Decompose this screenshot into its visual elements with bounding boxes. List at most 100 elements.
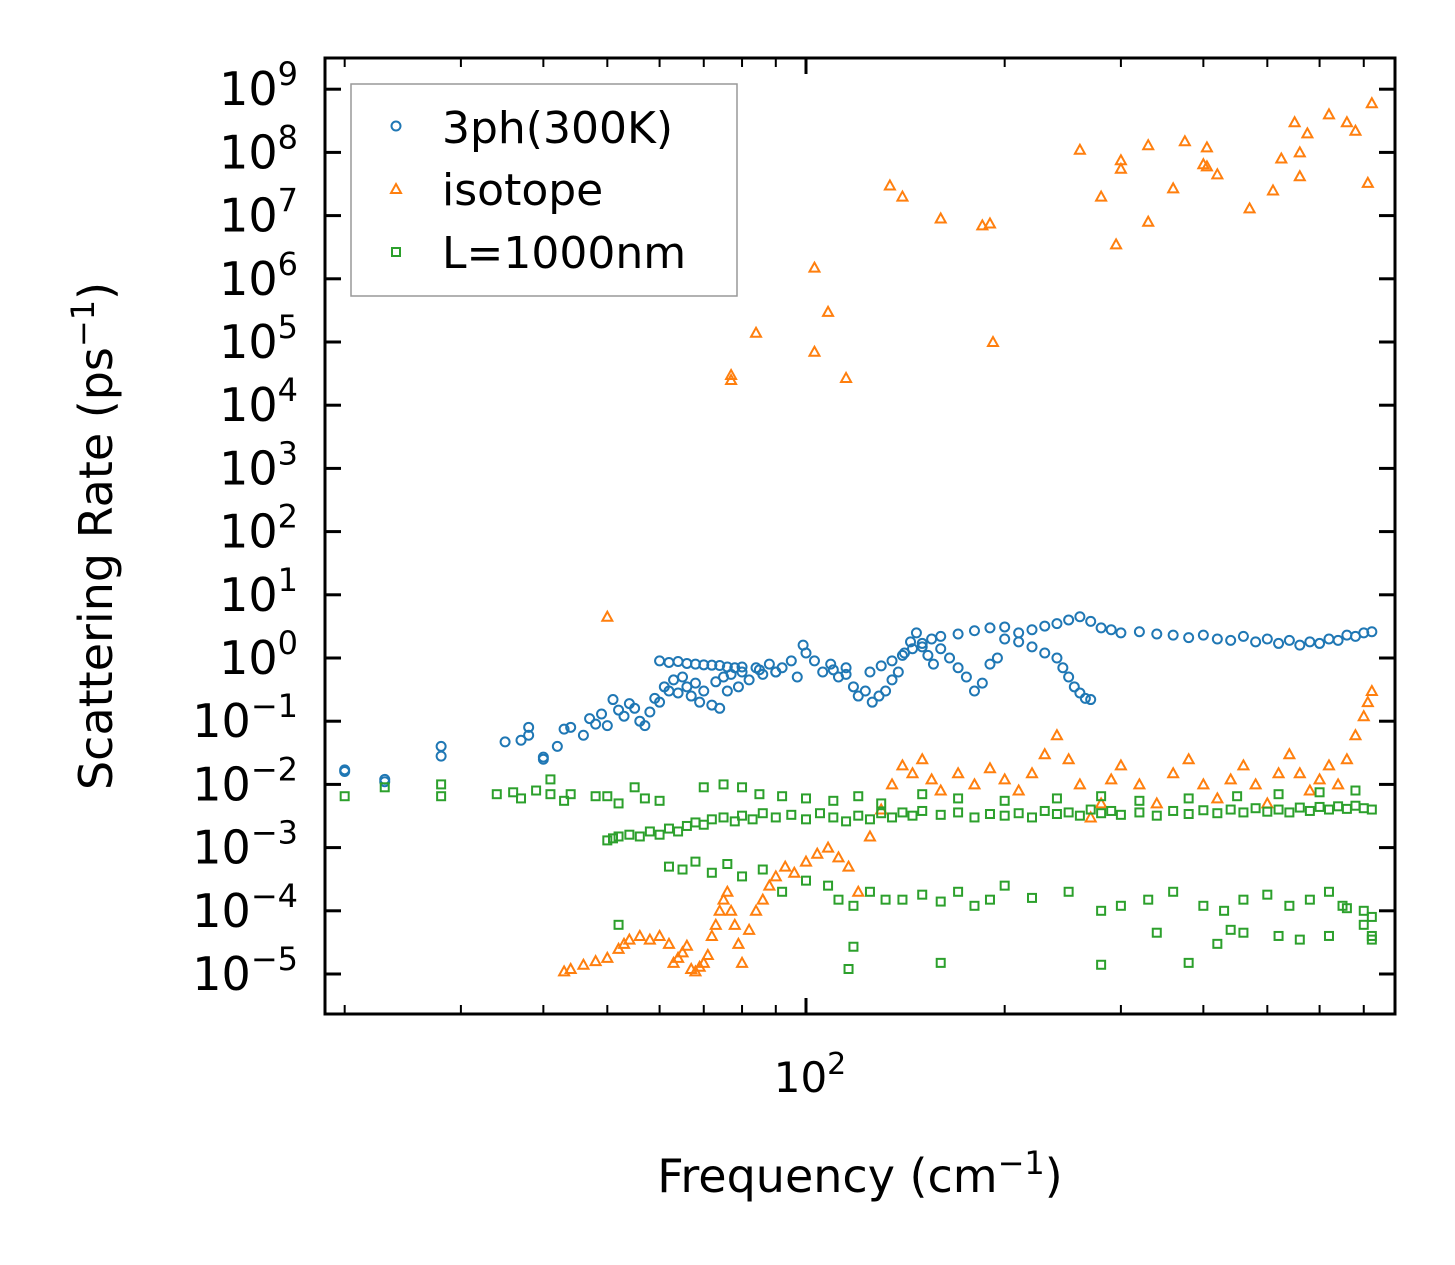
- data-point-isotope: [1200, 140, 1214, 153]
- data-point-isotope: [1011, 783, 1026, 796]
- data-point-l1000nm: [1026, 892, 1037, 903]
- data-point-isotope: [841, 859, 856, 872]
- data-point-isotope: [742, 922, 756, 935]
- plot-frame: [323, 56, 1397, 1016]
- data-point-isotope: [1287, 115, 1302, 128]
- data-point-3ph: [892, 666, 904, 678]
- data-point-l1000nm: [1051, 793, 1062, 804]
- data-point-l1000nm: [907, 810, 918, 821]
- data-point-isotope: [600, 950, 615, 963]
- data-point-isotope: [588, 954, 603, 967]
- data-point-isotope: [1061, 752, 1076, 765]
- data-point-l1000nm: [1096, 905, 1107, 916]
- data-point-3ph: [896, 649, 908, 661]
- data-point-l1000nm: [999, 880, 1010, 891]
- data-point-isotope: [762, 878, 777, 891]
- data-point-3ph: [1237, 630, 1249, 642]
- data-point-l1000nm: [880, 894, 891, 905]
- data-point-l1000nm: [718, 779, 729, 790]
- data-point-l1000nm: [1096, 959, 1107, 970]
- data-point-l1000nm: [1341, 803, 1352, 814]
- data-point-l1000nm: [1225, 804, 1236, 815]
- data-point-isotope: [831, 850, 846, 863]
- data-point-l1000nm: [698, 819, 709, 830]
- data-point-l1000nm: [1115, 900, 1126, 911]
- data-point-3ph: [1332, 634, 1344, 646]
- data-point-3ph: [1211, 633, 1223, 645]
- data-point-isotope: [1322, 107, 1336, 120]
- data-point-3ph: [601, 720, 613, 732]
- data-point-3ph: [935, 630, 947, 642]
- y-tick-label: 10−1: [192, 687, 298, 748]
- data-point-isotope: [724, 903, 738, 916]
- data-point-l1000nm: [876, 798, 887, 809]
- data-point-isotope: [1141, 138, 1155, 151]
- y-tick-label: 10−3: [192, 814, 298, 875]
- data-point-l1000nm: [559, 795, 570, 806]
- data-point-l1000nm: [1314, 787, 1325, 798]
- data-point-isotope: [810, 846, 824, 859]
- data-point-l1000nm: [864, 814, 875, 825]
- data-point-isotope: [997, 772, 1012, 785]
- data-point-3ph: [791, 671, 803, 683]
- data-point-isotope: [1073, 777, 1087, 790]
- y-tick-label: 104: [219, 371, 298, 432]
- legend-marker-triangle: [389, 181, 403, 194]
- data-point-l1000nm: [1238, 927, 1249, 938]
- data-point-l1000nm: [639, 793, 650, 804]
- data-point-3ph: [743, 674, 755, 686]
- data-point-l1000nm: [747, 814, 758, 825]
- data-point-isotope: [1210, 791, 1225, 804]
- data-point-3ph: [875, 660, 887, 672]
- data-point-3ph: [880, 685, 892, 697]
- data-point-3ph: [1063, 671, 1075, 683]
- data-point-3ph: [663, 656, 675, 668]
- data-point-l1000nm: [864, 886, 875, 897]
- data-point-3ph: [944, 652, 956, 664]
- legend-marker-square: [391, 247, 401, 257]
- data-point-l1000nm: [828, 795, 839, 806]
- data-point-3ph: [677, 671, 689, 683]
- data-point-3ph: [886, 655, 898, 667]
- data-point-isotope: [697, 955, 711, 968]
- data-point-3ph: [926, 633, 938, 645]
- data-point-isotope: [1114, 758, 1128, 771]
- data-point-3ph: [1314, 637, 1326, 649]
- data-point-3ph: [1013, 627, 1025, 639]
- data-point-isotope: [883, 178, 897, 191]
- data-point-l1000nm: [1366, 804, 1377, 815]
- data-point-isotope: [1073, 142, 1087, 155]
- data-point-l1000nm: [801, 814, 811, 825]
- data-point-l1000nm: [491, 789, 502, 800]
- y-tick-label: 108: [219, 118, 298, 179]
- data-point-l1000nm: [663, 823, 674, 834]
- data-point-isotope: [643, 932, 657, 945]
- data-point-isotope: [983, 216, 997, 229]
- data-point-l1000nm: [706, 867, 717, 878]
- data-point-3ph: [1294, 639, 1306, 651]
- data-point-l1000nm: [1051, 809, 1062, 820]
- data-point-l1000nm: [757, 864, 768, 875]
- data-point-l1000nm: [833, 894, 844, 905]
- data-point-isotope: [1361, 695, 1375, 708]
- data-point-isotope: [749, 903, 763, 916]
- data-point-3ph: [976, 677, 988, 689]
- data-point-isotope: [1132, 777, 1147, 790]
- data-point-3ph: [1051, 618, 1063, 630]
- data-point-l1000nm: [663, 861, 674, 872]
- data-point-isotope: [576, 957, 591, 970]
- data-point-l1000nm: [876, 808, 887, 819]
- data-point-l1000nm: [757, 808, 768, 819]
- data-point-3ph: [898, 647, 910, 659]
- data-point-l1000nm: [1212, 808, 1223, 819]
- data-point-isotope: [1293, 145, 1307, 158]
- data-point-l1000nm: [602, 835, 613, 846]
- data-point-isotope: [1200, 159, 1214, 172]
- data-point-3ph: [1261, 633, 1273, 645]
- data-point-3ph: [706, 659, 718, 671]
- x-tick-labels: 102: [774, 1047, 847, 1102]
- data-point-l1000nm: [718, 812, 729, 823]
- data-point-l1000nm: [624, 829, 635, 840]
- data-point-l1000nm: [984, 894, 995, 905]
